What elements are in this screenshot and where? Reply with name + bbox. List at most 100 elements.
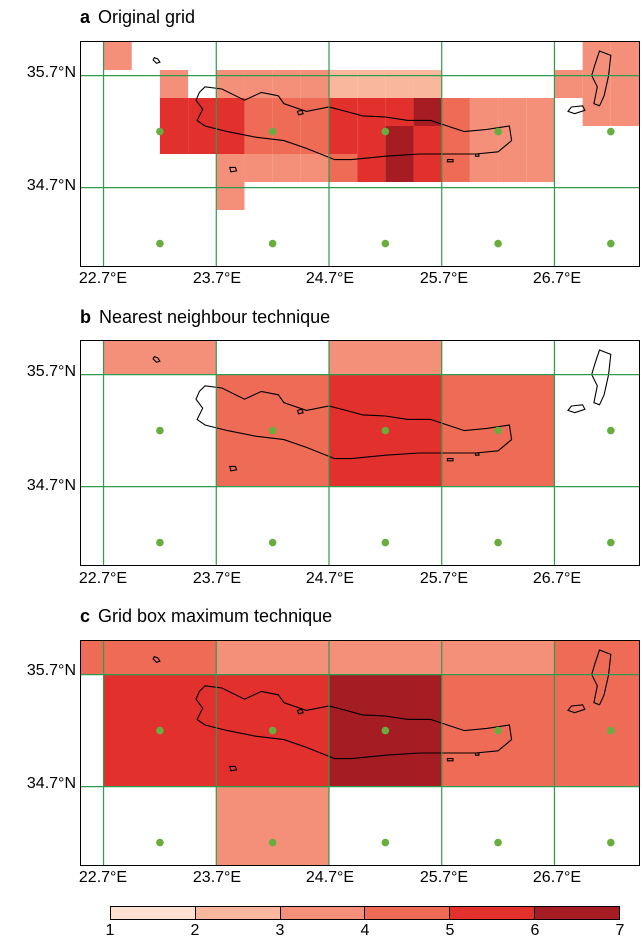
grid-cell bbox=[329, 126, 358, 154]
map-panel-c bbox=[80, 640, 640, 866]
coastline-island bbox=[296, 109, 304, 116]
grid-point bbox=[494, 726, 502, 735]
coastline-crete bbox=[195, 685, 513, 760]
grid-cell bbox=[81, 641, 104, 675]
grid-cell bbox=[188, 98, 217, 126]
lon-label: 24.7°E bbox=[305, 869, 355, 886]
grid-cell bbox=[582, 42, 611, 70]
grid-point bbox=[607, 127, 615, 136]
lon-label: 26.7°E bbox=[532, 570, 582, 587]
grid-cell bbox=[498, 98, 527, 126]
lat-label: 35.7°N bbox=[26, 64, 76, 81]
grid-point bbox=[381, 426, 390, 435]
legend-tick: 2 bbox=[190, 922, 200, 939]
grid-cell bbox=[469, 98, 499, 126]
coastline-island bbox=[296, 408, 304, 415]
lat-label: 35.7°N bbox=[26, 363, 76, 380]
grid-cell bbox=[103, 641, 217, 675]
legend-swatch bbox=[450, 907, 536, 919]
grid-point bbox=[268, 426, 277, 435]
coastline-island bbox=[474, 452, 480, 456]
grid-cell bbox=[272, 154, 301, 182]
grid-cell bbox=[441, 126, 470, 154]
coastline-island bbox=[567, 404, 586, 414]
grid-cell bbox=[413, 98, 442, 126]
coastline-island bbox=[229, 465, 238, 472]
lon-label: 22.7°E bbox=[78, 570, 128, 587]
grid-cell bbox=[385, 70, 414, 98]
lon-label: 23.7°E bbox=[192, 270, 242, 287]
grid-cell bbox=[469, 154, 499, 182]
grid-cell bbox=[103, 42, 132, 70]
grid-point bbox=[607, 838, 615, 847]
map-panel-a bbox=[80, 41, 640, 267]
grid-cell bbox=[329, 341, 442, 375]
grid-cell bbox=[216, 98, 245, 126]
grid-cell bbox=[159, 126, 189, 154]
grid-cell bbox=[582, 70, 611, 98]
grid-point bbox=[494, 127, 502, 136]
lon-label: 26.7°E bbox=[532, 869, 582, 886]
coastline-island bbox=[229, 765, 238, 772]
legend-tick: 1 bbox=[105, 922, 115, 939]
panel-title-text: Original grid bbox=[98, 7, 196, 27]
coastline-island bbox=[229, 166, 238, 173]
lon-label: 23.7°E bbox=[192, 570, 242, 587]
coastline-island bbox=[296, 708, 304, 715]
coastline-island bbox=[567, 704, 586, 714]
grid-cell bbox=[300, 154, 329, 182]
coastline-crete bbox=[195, 86, 513, 161]
grid-point bbox=[607, 538, 615, 547]
grid-point bbox=[268, 127, 277, 136]
grid-cell bbox=[300, 126, 329, 154]
grid-cell bbox=[441, 154, 470, 182]
coastline-island bbox=[567, 105, 586, 115]
grid-point bbox=[156, 726, 164, 735]
legend-swatch bbox=[111, 907, 196, 919]
grid-cell bbox=[582, 98, 611, 126]
legend-swatch bbox=[280, 907, 366, 919]
color-legend bbox=[110, 906, 620, 920]
grid-cell bbox=[385, 154, 414, 182]
panel-title-text: Nearest neighbour technique bbox=[99, 307, 331, 327]
grid-point bbox=[156, 127, 164, 136]
grid-cell bbox=[610, 70, 639, 98]
grid-cell bbox=[329, 98, 358, 126]
lon-label: 22.7°E bbox=[78, 869, 128, 886]
grid-point bbox=[494, 426, 502, 435]
coastline-island bbox=[152, 656, 161, 663]
grid-point bbox=[156, 239, 164, 248]
grid-point bbox=[156, 838, 164, 847]
grid-point bbox=[607, 239, 615, 248]
grid-cell bbox=[300, 98, 329, 126]
legend-tick: 5 bbox=[445, 922, 455, 939]
coastline-island bbox=[591, 50, 612, 107]
lon-label: 25.7°E bbox=[419, 270, 469, 287]
panel-letter: a bbox=[80, 7, 91, 27]
grid-point bbox=[494, 239, 502, 248]
lon-label: 24.7°E bbox=[305, 270, 355, 287]
grid-cell bbox=[526, 98, 555, 126]
grid-point bbox=[607, 726, 615, 735]
map-canvas bbox=[81, 641, 639, 865]
grid-cell bbox=[188, 126, 217, 154]
lat-label: 34.7°N bbox=[26, 775, 76, 792]
lat-label: 34.7°N bbox=[26, 177, 76, 194]
grid-point bbox=[156, 538, 164, 547]
grid-cell bbox=[357, 126, 386, 154]
panel-title-c: c Grid box maximum technique bbox=[80, 606, 332, 627]
grid-cell bbox=[103, 341, 217, 375]
grid-point bbox=[268, 838, 277, 847]
legend-swatch bbox=[195, 907, 281, 919]
lat-label: 35.7°N bbox=[26, 662, 76, 679]
legend-swatch bbox=[365, 907, 451, 919]
grid-cell bbox=[216, 641, 329, 675]
grid-cell bbox=[357, 70, 386, 98]
coastline-island bbox=[474, 153, 480, 157]
grid-point bbox=[607, 426, 615, 435]
lon-label: 25.7°E bbox=[419, 869, 469, 886]
grid-point bbox=[381, 838, 390, 847]
grid-cell bbox=[526, 126, 555, 154]
grid-cell bbox=[526, 154, 555, 182]
grid-cell bbox=[610, 42, 639, 70]
